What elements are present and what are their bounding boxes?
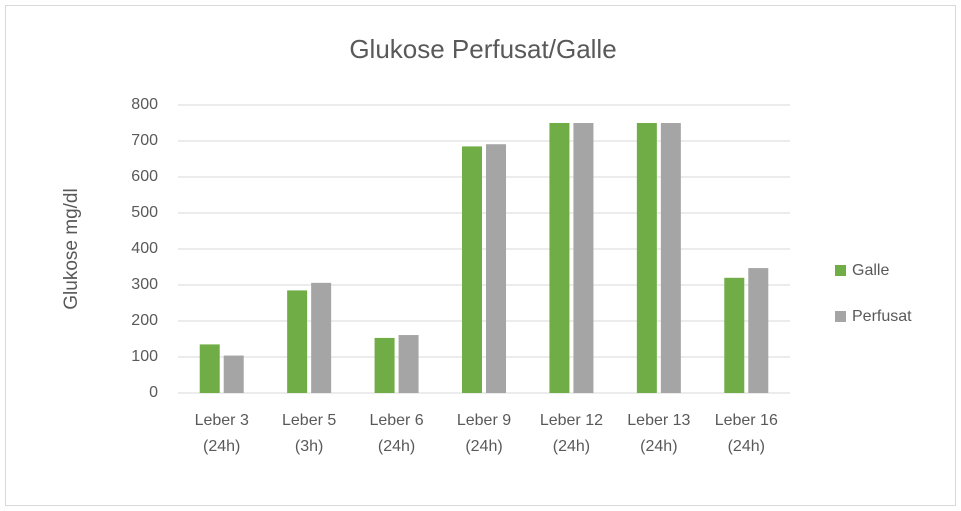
bar [549, 123, 570, 393]
y-tick-label: 700 [131, 132, 158, 149]
y-tick-label: 500 [131, 204, 158, 221]
bar [748, 268, 769, 393]
bar [486, 144, 506, 393]
bar [724, 277, 745, 393]
legend-label: Galle [852, 262, 889, 279]
y-tick-label: 100 [131, 348, 158, 365]
bar [223, 355, 244, 393]
y-tick-label: 400 [131, 240, 158, 257]
x-tick-label: Leber 16 (24h) [715, 412, 778, 455]
bar [573, 123, 594, 393]
bar [462, 146, 482, 393]
legend-swatch [835, 311, 846, 322]
bar [199, 344, 220, 393]
y-tick-label: 300 [131, 276, 158, 293]
x-tick-label: Leber 13 (24h) [627, 412, 690, 455]
bar [374, 337, 395, 393]
legend-swatch [835, 265, 846, 276]
y-tick-label: 600 [131, 168, 158, 185]
bar [311, 282, 332, 393]
x-tick-label: Leber 5 (3h) [282, 412, 336, 455]
bar [636, 123, 657, 393]
bar [287, 290, 308, 393]
y-tick-label: 0 [149, 384, 158, 401]
x-tick-label: Leber 6 (24h) [369, 412, 423, 455]
bar [660, 123, 681, 393]
bar [398, 335, 419, 393]
x-tick-label: Leber 9 (24h) [457, 412, 511, 455]
legend-label: Perfusat [852, 308, 912, 325]
chart-title: Glukose Perfusat/Galle [349, 34, 616, 64]
x-tick-label: Leber 3 (24h) [195, 412, 249, 455]
y-tick-label: 800 [131, 96, 158, 113]
x-tick-label: Leber 12 (24h) [540, 412, 603, 455]
y-axis-label: Glukose mg/dl [61, 188, 82, 309]
y-tick-label: 200 [131, 312, 158, 329]
